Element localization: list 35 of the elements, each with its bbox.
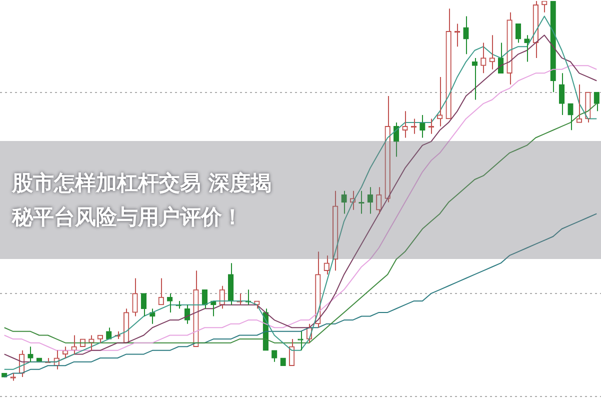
candlestick	[10, 372, 16, 382]
candlestick	[150, 308, 156, 324]
candlestick	[88, 334, 94, 351]
candlestick	[106, 327, 112, 340]
candlestick	[324, 254, 330, 275]
candlestick	[202, 289, 208, 310]
candlestick	[558, 72, 565, 116]
candlestick	[524, 34, 530, 62]
candlestick	[28, 346, 34, 362]
candlestick	[437, 76, 443, 127]
candlestick	[446, 8, 452, 120]
candlestick	[193, 270, 199, 347]
candlestick	[489, 34, 495, 70]
candlestick	[167, 292, 173, 313]
candlestick	[123, 308, 130, 344]
candlestick	[140, 293, 147, 317]
candlestick	[515, 23, 522, 44]
candlestick	[585, 92, 591, 124]
candlestick	[132, 278, 138, 317]
candlestick	[228, 262, 234, 306]
candlestick	[402, 110, 408, 138]
candlestick	[506, 12, 512, 86]
candlestick	[298, 330, 304, 351]
text: 股市怎样加杠杆交易 深度揭秘平台风险与用户评价！	[10, 170, 272, 231]
candlestick	[272, 350, 278, 362]
candlestick	[568, 103, 574, 131]
candlestick	[97, 334, 103, 344]
candlestick	[576, 84, 582, 123]
candlestick	[480, 42, 486, 74]
banner: 股市怎样加杠杆交易 深度揭秘平台风险与用户评价！	[0, 141, 601, 259]
candlestick	[472, 57, 478, 100]
candlestick	[594, 92, 600, 112]
candlestick	[463, 16, 469, 55]
candlestick	[158, 278, 164, 306]
candlestick	[542, 1, 548, 13]
